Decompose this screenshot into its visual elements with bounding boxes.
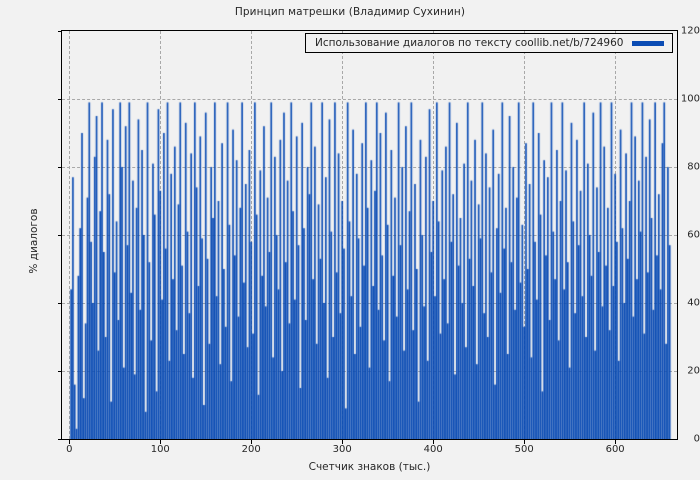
x-axis-label: Счетчик знаков (тыс.) <box>308 461 431 473</box>
y-tick-label: 0 <box>693 433 700 445</box>
x-tick-label: 100 <box>150 444 170 455</box>
page-title: Принцип матрешки (Владимир Сухинин) <box>234 6 466 18</box>
legend-color-swatch <box>632 40 665 46</box>
legend-label: Использование диалогов по тексту coollib… <box>315 37 624 49</box>
y-axis-label: % диалогов <box>28 208 40 274</box>
x-tick-mark <box>69 440 71 444</box>
y-tick-mark <box>57 439 61 440</box>
x-tick-label: 0 <box>66 444 73 455</box>
y-tick-label: 40 <box>687 297 700 309</box>
y-tick-mark <box>57 235 61 236</box>
x-tick-mark <box>160 440 162 444</box>
x-tick-mark <box>433 440 435 444</box>
plot-area <box>61 30 678 440</box>
y-tick-label: 100 <box>680 93 700 105</box>
x-tick-label: 200 <box>241 444 261 455</box>
y-tick-label: 80 <box>687 161 700 173</box>
bar-series <box>62 31 677 439</box>
y-tick-mark <box>57 371 61 372</box>
x-tick-label: 600 <box>605 444 625 455</box>
x-tick-label: 400 <box>423 444 443 455</box>
y-tick-label: 60 <box>687 229 700 241</box>
y-tick-mark <box>57 303 61 304</box>
x-tick-mark <box>524 440 526 444</box>
chart-legend: Использование диалогов по тексту coollib… <box>305 33 674 53</box>
y-tick-label: 120 <box>680 25 700 37</box>
x-tick-mark <box>342 440 344 444</box>
y-tick-mark <box>57 31 61 32</box>
x-tick-label: 300 <box>332 444 352 455</box>
y-tick-mark <box>57 99 61 100</box>
x-tick-mark <box>251 440 253 444</box>
x-tick-mark <box>615 440 617 444</box>
y-tick-mark <box>57 167 61 168</box>
x-tick-label: 500 <box>514 444 534 455</box>
y-tick-label: 20 <box>687 365 700 377</box>
